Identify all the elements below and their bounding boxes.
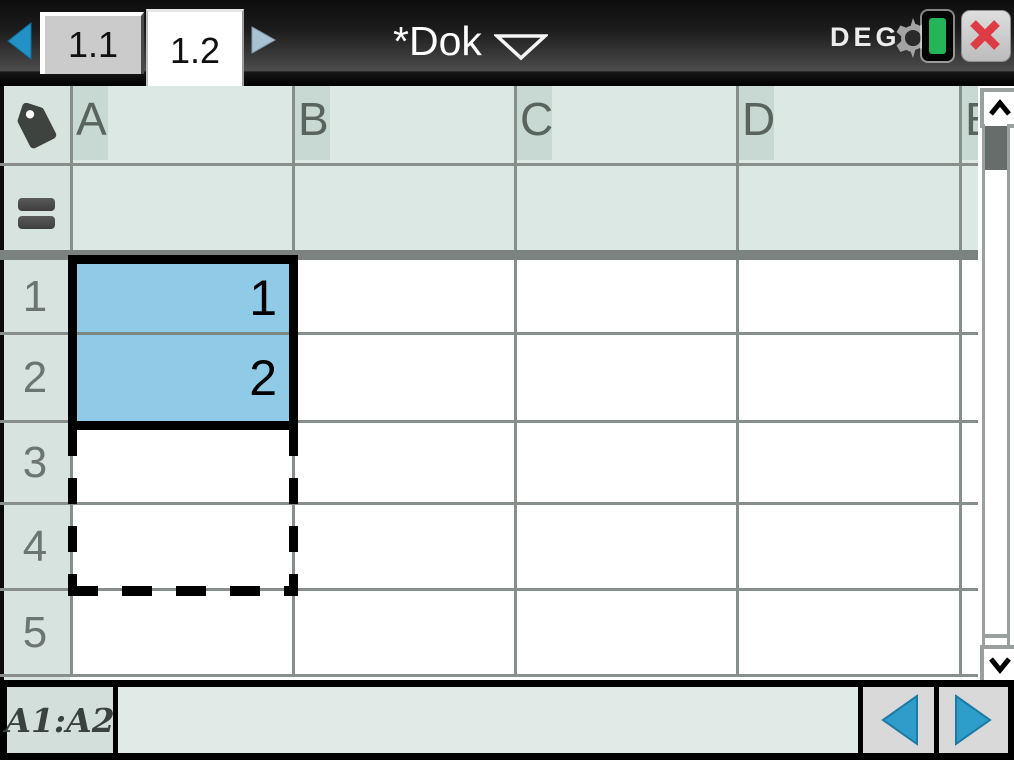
header-zone bbox=[0, 86, 978, 250]
angle-mode-indicator: DEG bbox=[830, 22, 901, 52]
gridline bbox=[0, 163, 978, 166]
next-arrow-icon bbox=[954, 694, 992, 746]
cell-reference-box: A1:A2 bbox=[5, 687, 115, 753]
column-header-c[interactable]: C bbox=[520, 93, 554, 145]
scroll-down-button[interactable] bbox=[980, 645, 1014, 685]
row-header-2[interactable]: 2 bbox=[22, 352, 48, 402]
column-header-patch bbox=[294, 86, 330, 160]
chevron-up-icon bbox=[989, 99, 1011, 116]
close-icon bbox=[970, 20, 1000, 50]
document-menu-chevron-icon bbox=[493, 33, 548, 60]
page-tab-label: 1.2 bbox=[169, 29, 221, 71]
scrollbar-track[interactable] bbox=[982, 124, 1010, 676]
header-divider bbox=[0, 250, 978, 260]
column-header-patch bbox=[516, 86, 552, 160]
scroll-up-button[interactable] bbox=[980, 88, 1014, 128]
column-header-patch bbox=[738, 86, 774, 160]
next-page-button[interactable] bbox=[939, 687, 1008, 753]
gridline bbox=[0, 502, 978, 505]
prev-page-button[interactable] bbox=[863, 687, 934, 753]
spreadsheet-grid[interactable]: A B C D E 1 2 3 4 bbox=[0, 86, 978, 680]
close-button[interactable] bbox=[961, 10, 1011, 62]
row-header-4[interactable]: 4 bbox=[22, 521, 48, 571]
page-tab-1-2[interactable]: 1.2 bbox=[146, 9, 244, 89]
row-header-1[interactable]: 1 bbox=[22, 272, 48, 321]
grid-left-edge bbox=[0, 86, 4, 680]
gridline bbox=[0, 332, 978, 335]
cell-a2[interactable]: 2 bbox=[249, 350, 277, 406]
entry-line-input[interactable] bbox=[118, 687, 858, 753]
column-header-patch bbox=[961, 86, 978, 160]
equals-icon bbox=[18, 198, 55, 211]
scrollbar-track-end bbox=[982, 634, 1010, 638]
gridline bbox=[0, 420, 978, 423]
system-status[interactable] bbox=[888, 8, 958, 66]
fill-preview-left-edge bbox=[68, 430, 77, 588]
selected-range[interactable]: 1 2 bbox=[68, 255, 298, 430]
fill-preview-bottom-edge bbox=[68, 586, 298, 596]
gridline bbox=[0, 588, 978, 591]
scrollbar-thumb[interactable] bbox=[985, 126, 1007, 170]
battery-icon bbox=[922, 11, 953, 61]
fill-preview-right-edge bbox=[289, 430, 298, 588]
chevron-down-icon bbox=[989, 657, 1011, 674]
gridline bbox=[959, 86, 962, 677]
row-header-3[interactable]: 3 bbox=[22, 437, 48, 487]
row-header-column bbox=[4, 86, 70, 680]
equals-icon bbox=[18, 216, 55, 229]
gridline bbox=[77, 332, 289, 335]
column-header-d[interactable]: D bbox=[742, 93, 776, 145]
column-header-a[interactable]: A bbox=[76, 93, 107, 145]
statusbar: A1:A2 bbox=[0, 680, 1014, 760]
page-tab-1-1[interactable]: 1.1 bbox=[40, 12, 144, 74]
document-menu[interactable]: *Dok bbox=[393, 18, 548, 65]
page-tab-label: 1.1 bbox=[67, 24, 119, 65]
page-back-icon[interactable] bbox=[6, 22, 32, 60]
vertical-scrollbar[interactable] bbox=[978, 86, 1014, 685]
page-forward-icon[interactable] bbox=[249, 25, 277, 55]
prev-arrow-icon bbox=[880, 694, 918, 746]
gridline bbox=[736, 86, 739, 677]
column-header-b[interactable]: B bbox=[298, 93, 329, 145]
topbar: 1.1 1.2 *Dok DEG bbox=[0, 0, 1014, 89]
settings-gear-icon bbox=[896, 17, 930, 59]
gridline bbox=[0, 674, 978, 677]
cell-a1[interactable]: 1 bbox=[249, 270, 277, 326]
tag-icon[interactable] bbox=[12, 103, 62, 153]
row-header-5[interactable]: 5 bbox=[22, 607, 48, 657]
column-header-patch bbox=[72, 86, 108, 160]
gridline bbox=[514, 86, 517, 677]
column-header-e[interactable]: E bbox=[965, 92, 978, 146]
battery-level bbox=[929, 18, 946, 54]
document-title: *Dok bbox=[393, 18, 482, 64]
